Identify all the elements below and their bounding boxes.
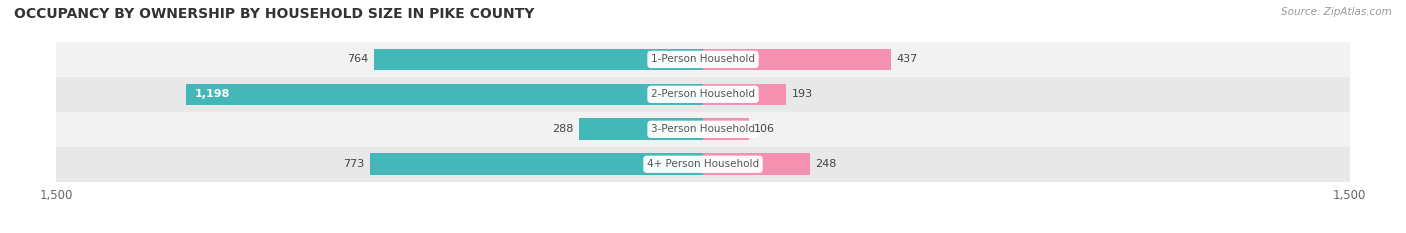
Bar (703, 154, 810, 175)
Text: 3-Person Household: 3-Person Household (651, 124, 755, 134)
Bar (56, 147, 1350, 182)
Bar (56, 77, 1350, 112)
Text: 1-Person Household: 1-Person Household (651, 55, 755, 64)
Bar (703, 84, 786, 105)
Bar (703, 49, 891, 70)
Bar (374, 49, 703, 70)
Bar (56, 42, 1350, 77)
Text: 248: 248 (815, 159, 837, 169)
Text: 437: 437 (897, 55, 918, 64)
Bar (370, 154, 703, 175)
Text: 1,198: 1,198 (194, 89, 231, 99)
Text: 773: 773 (343, 159, 364, 169)
Text: OCCUPANCY BY OWNERSHIP BY HOUSEHOLD SIZE IN PIKE COUNTY: OCCUPANCY BY OWNERSHIP BY HOUSEHOLD SIZE… (14, 7, 534, 21)
Text: 288: 288 (553, 124, 574, 134)
Text: Source: ZipAtlas.com: Source: ZipAtlas.com (1281, 7, 1392, 17)
Text: 764: 764 (347, 55, 368, 64)
Text: 106: 106 (754, 124, 775, 134)
Bar (56, 112, 1350, 147)
Bar (187, 84, 703, 105)
Text: 193: 193 (792, 89, 813, 99)
Bar (703, 118, 749, 140)
Text: 2-Person Household: 2-Person Household (651, 89, 755, 99)
Text: 4+ Person Household: 4+ Person Household (647, 159, 759, 169)
Bar (579, 118, 703, 140)
